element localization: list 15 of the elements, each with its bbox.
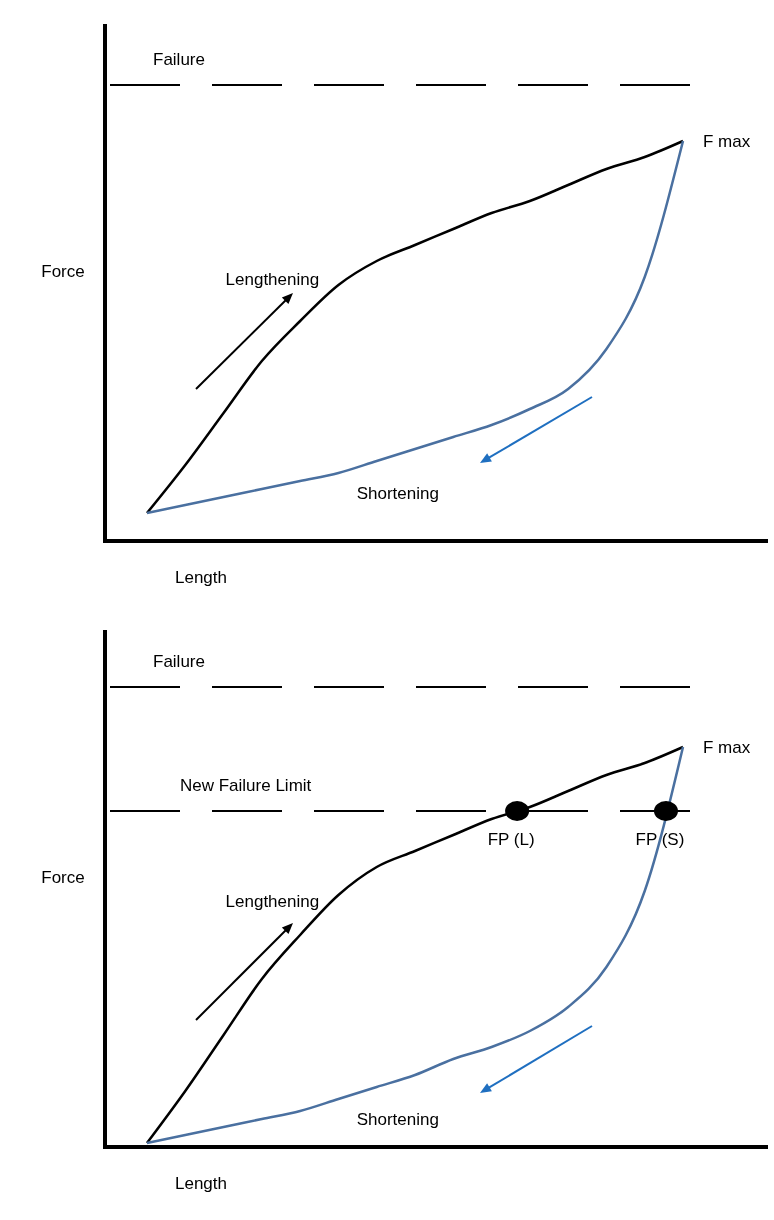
x-axis-title: Length (175, 1174, 227, 1193)
series-label: Lengthening (225, 270, 320, 289)
y-axis-title: Force (41, 867, 85, 887)
ref-line-label: New Failure Limit (180, 776, 312, 795)
series-label: Shortening (356, 484, 439, 503)
annotation: FP (S) (635, 830, 685, 849)
ref-line-label: Failure (153, 652, 205, 671)
y-axis-title: Force (41, 261, 85, 281)
annotation: FP (L) (487, 830, 535, 849)
series-label: Shortening (356, 1110, 439, 1129)
ref-line-label: Failure (153, 50, 205, 69)
series-label: Lengthening (225, 892, 320, 911)
text: F max (703, 738, 751, 757)
text: F max (703, 132, 751, 151)
x-axis-title: Length (175, 568, 227, 587)
